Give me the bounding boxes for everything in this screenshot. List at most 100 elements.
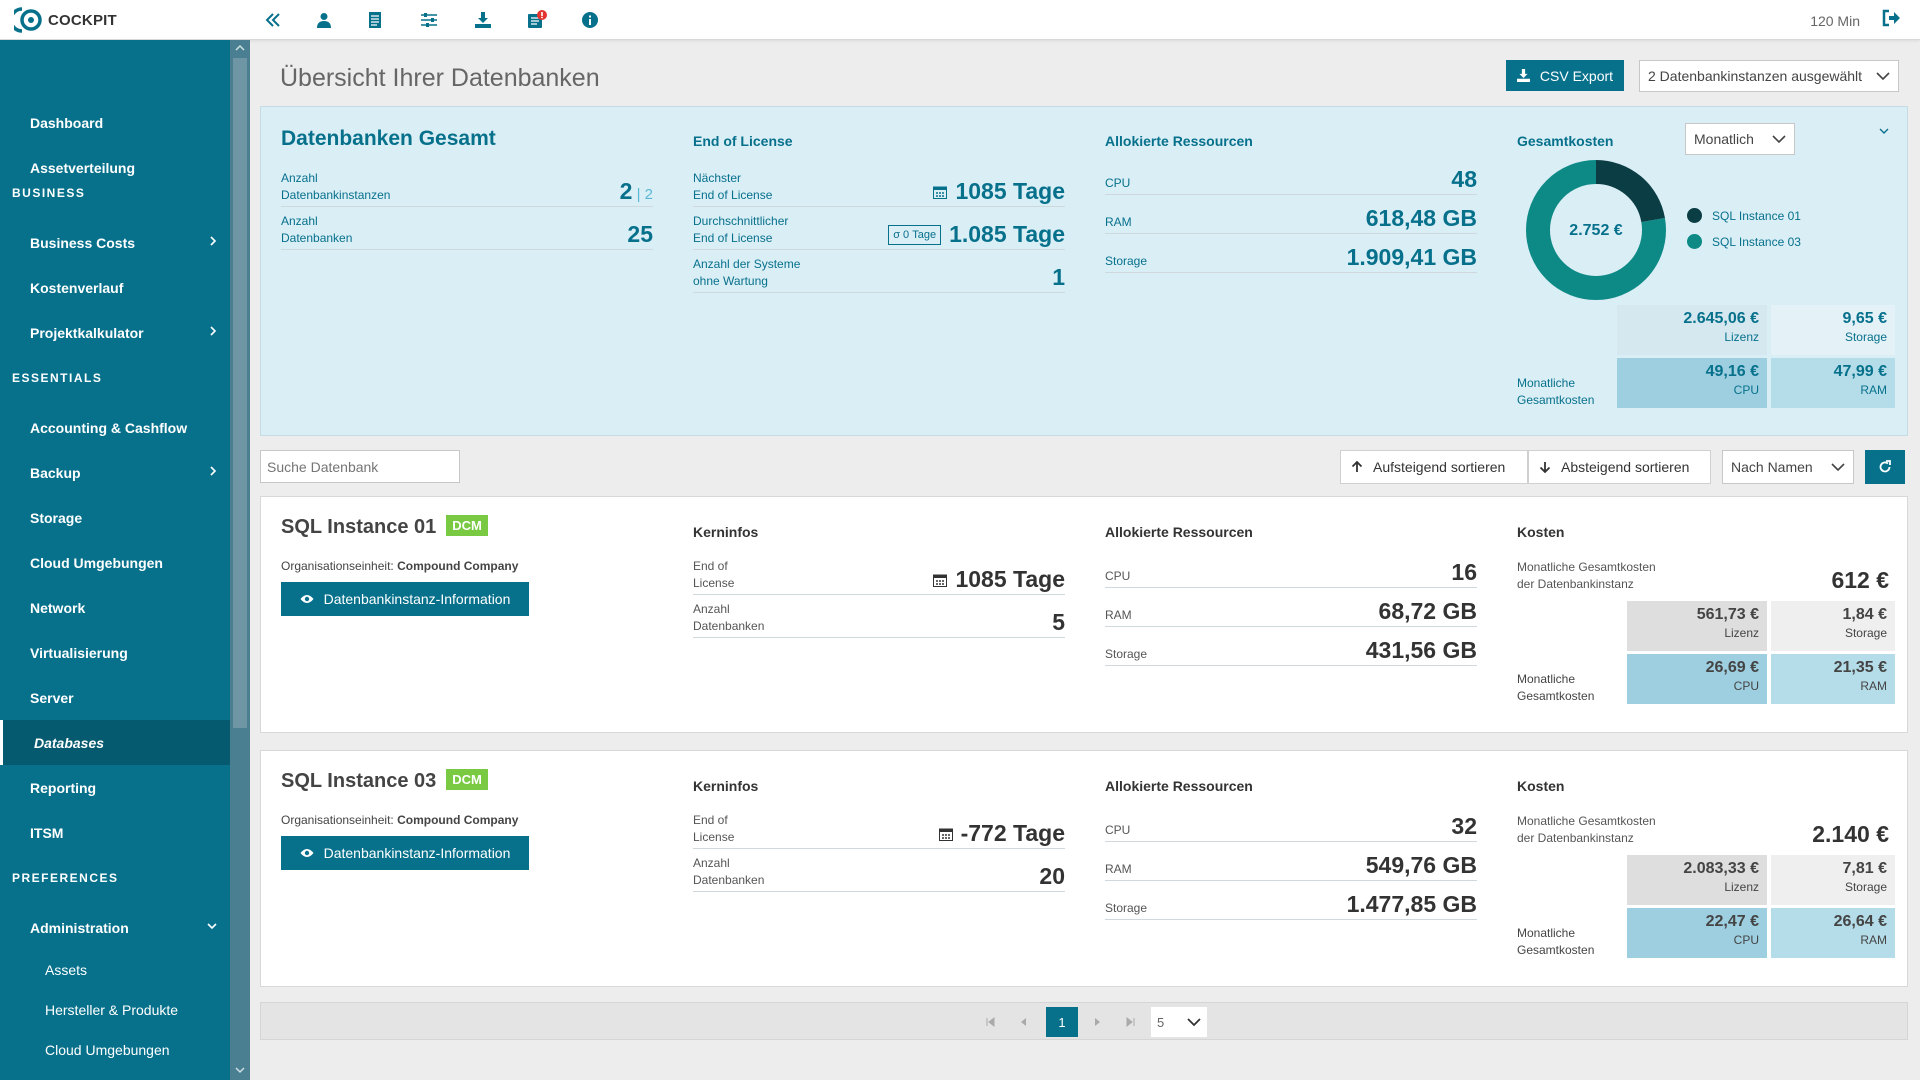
sidebar-item-virtualisierung[interactable]: Virtualisierung xyxy=(0,630,230,675)
sort-ascending-button[interactable]: Aufsteigend sortieren xyxy=(1340,450,1528,484)
reset-button[interactable] xyxy=(1865,450,1905,484)
instance-select[interactable]: 2 Datenbankinstanzen ausgewählt xyxy=(1639,60,1899,92)
summary-storage-row: Storage 1.909,41 GB xyxy=(1105,237,1477,273)
sliders-icon[interactable] xyxy=(418,9,440,31)
label: Nächster xyxy=(693,171,742,185)
label: License xyxy=(693,830,735,844)
last-page-icon[interactable] xyxy=(1115,1007,1145,1037)
cpu-value: 32 xyxy=(1451,813,1477,839)
sidebar-item-network[interactable]: Network xyxy=(0,585,230,630)
monthly-total-label: Monatliche Gesamtkosten xyxy=(1517,671,1594,705)
scroll-down-icon[interactable] xyxy=(235,1066,245,1074)
period-select[interactable]: Monatlich xyxy=(1685,123,1795,155)
cost-value: 47,99 € xyxy=(1833,363,1887,380)
legend-item-instance-01[interactable]: SQL Instance 01 xyxy=(1687,208,1801,223)
legend-swatch xyxy=(1687,234,1702,249)
top-bar: COCKPIT 120 Min xyxy=(0,0,1920,40)
instance-select-value: 2 Datenbankinstanzen ausgewählt xyxy=(1648,68,1863,84)
logo[interactable]: COCKPIT xyxy=(14,6,117,34)
sidebar-item-server[interactable]: Server xyxy=(0,675,230,720)
session-timer: 120 Min xyxy=(1810,13,1860,29)
sort-by-select[interactable]: Nach Namen xyxy=(1722,450,1854,484)
cost-donut-chart: 2.752 € xyxy=(1526,160,1666,300)
sidebar-subitem-assets[interactable]: Assets xyxy=(0,950,230,990)
scroll-up-icon[interactable] xyxy=(235,44,245,52)
sidebar-item-label: Reporting xyxy=(30,779,97,796)
sidebar-item-backup[interactable]: Backup xyxy=(0,450,230,495)
first-page-icon[interactable] xyxy=(976,1007,1006,1037)
eye-icon xyxy=(300,595,314,603)
label: CPU xyxy=(1105,176,1131,190)
label: End of xyxy=(693,813,728,827)
logout-icon[interactable] xyxy=(1882,9,1900,32)
csv-export-button[interactable]: CSV Export xyxy=(1506,60,1624,91)
sidebar-item-administration[interactable]: Administration xyxy=(0,905,230,950)
notification-icon[interactable] xyxy=(526,9,548,31)
cost-value: 9,65 € xyxy=(1842,310,1887,327)
instance-info-button[interactable]: Datenbankinstanz-Information xyxy=(281,582,529,616)
eol-value: -772 Tage xyxy=(960,820,1065,846)
page-size-select[interactable]: 5 xyxy=(1151,1007,1207,1037)
download-icon[interactable] xyxy=(472,9,494,31)
sidebar-scrollbar[interactable] xyxy=(230,40,250,1080)
cost-value: 49,16 € xyxy=(1705,363,1759,380)
sidebar-item-kostenverlauf[interactable]: Kostenverlauf xyxy=(0,265,230,310)
cost-title: Kosten xyxy=(1517,524,1565,540)
chevron-down-icon xyxy=(1876,72,1890,81)
sidebar-item-assetverteilung[interactable]: Assetverteilung xyxy=(0,145,230,190)
chevron-down-icon xyxy=(1772,135,1786,144)
collapse-panel-icon[interactable] xyxy=(1878,127,1890,135)
label: License xyxy=(693,576,735,590)
next-page-icon[interactable] xyxy=(1083,1007,1113,1037)
ram-row: RAM 549,76 GB xyxy=(1105,845,1477,881)
label: Anzahl xyxy=(281,214,318,228)
scrollbar-thumb[interactable] xyxy=(233,58,247,728)
sidebar: Dashboard Assetverteilung BUSINESS Busin… xyxy=(0,40,230,1080)
summary-avg-eol-row: Durchschnittlicher End of License σ 0 Tag… xyxy=(693,210,1065,250)
document-icon[interactable] xyxy=(364,9,386,31)
page-size-value: 5 xyxy=(1157,1014,1165,1030)
cost-value: 1,84 € xyxy=(1842,606,1887,623)
label: End of License xyxy=(693,231,773,245)
prev-page-icon[interactable] xyxy=(1008,1007,1038,1037)
sidebar-item-label: Business Costs xyxy=(30,234,136,251)
collapse-icon[interactable] xyxy=(262,9,284,31)
sidebar-item-accounting[interactable]: Accounting & Cashflow xyxy=(0,405,230,450)
storage-value: 431,56 GB xyxy=(1365,637,1477,663)
cost-ram-box: 21,35 € RAM xyxy=(1771,654,1895,704)
org-value: Compound Company xyxy=(397,813,519,827)
databases-value: 25 xyxy=(627,221,653,247)
chevron-down-icon xyxy=(207,923,217,930)
instance-info-button[interactable]: Datenbankinstanz-Information xyxy=(281,836,529,870)
label: Durchschnittlicher xyxy=(693,214,789,228)
instance-info-label: Datenbankinstanz-Information xyxy=(323,845,511,861)
storage-row: Storage 1.477,85 GB xyxy=(1105,884,1477,920)
page-button-current[interactable]: 1 xyxy=(1046,1007,1078,1037)
sidebar-item-databases[interactable]: Databases xyxy=(0,720,230,765)
cost-value: 2.083,33 € xyxy=(1683,860,1759,877)
sidebar-item-projektkalkulator[interactable]: Projektkalkulator xyxy=(0,310,230,355)
sidebar-item-cloud[interactable]: Cloud Umgebungen xyxy=(0,540,230,585)
main-content: Übersicht Ihrer Datenbanken CSV Export 2… xyxy=(250,40,1920,1080)
download-icon xyxy=(1516,69,1530,82)
sidebar-subitem-cloud[interactable]: Cloud Umgebungen xyxy=(0,1030,230,1070)
sidebar-item-dashboard[interactable]: Dashboard xyxy=(0,100,230,145)
sidebar-subitem-hersteller[interactable]: Hersteller & Produkte xyxy=(0,990,230,1030)
label: Monatliche Gesamtkosten xyxy=(1517,560,1656,574)
sidebar-item-reporting[interactable]: Reporting xyxy=(0,765,230,810)
sidebar-item-itsm[interactable]: ITSM xyxy=(0,810,230,855)
user-icon[interactable] xyxy=(313,9,335,31)
label: Gesamtkosten xyxy=(1517,393,1595,407)
sidebar-item-business-costs[interactable]: Business Costs xyxy=(0,220,230,265)
sidebar-item-label: Kostenverlauf xyxy=(30,279,124,296)
legend-item-instance-03[interactable]: SQL Instance 03 xyxy=(1687,234,1801,249)
cost-storage-box: 9,65 € Storage xyxy=(1771,305,1895,355)
sidebar-item-storage[interactable]: Storage xyxy=(0,495,230,540)
label: Datenbanken xyxy=(281,231,353,245)
info-icon[interactable] xyxy=(579,9,601,31)
donut-slice-2[interactable] xyxy=(1526,160,1666,300)
label: der Datenbankinstanz xyxy=(1517,577,1634,591)
search-input[interactable] xyxy=(260,450,460,483)
sort-descending-button[interactable]: Absteigend sortieren xyxy=(1528,450,1711,484)
dcm-badge: DCM xyxy=(446,515,488,536)
